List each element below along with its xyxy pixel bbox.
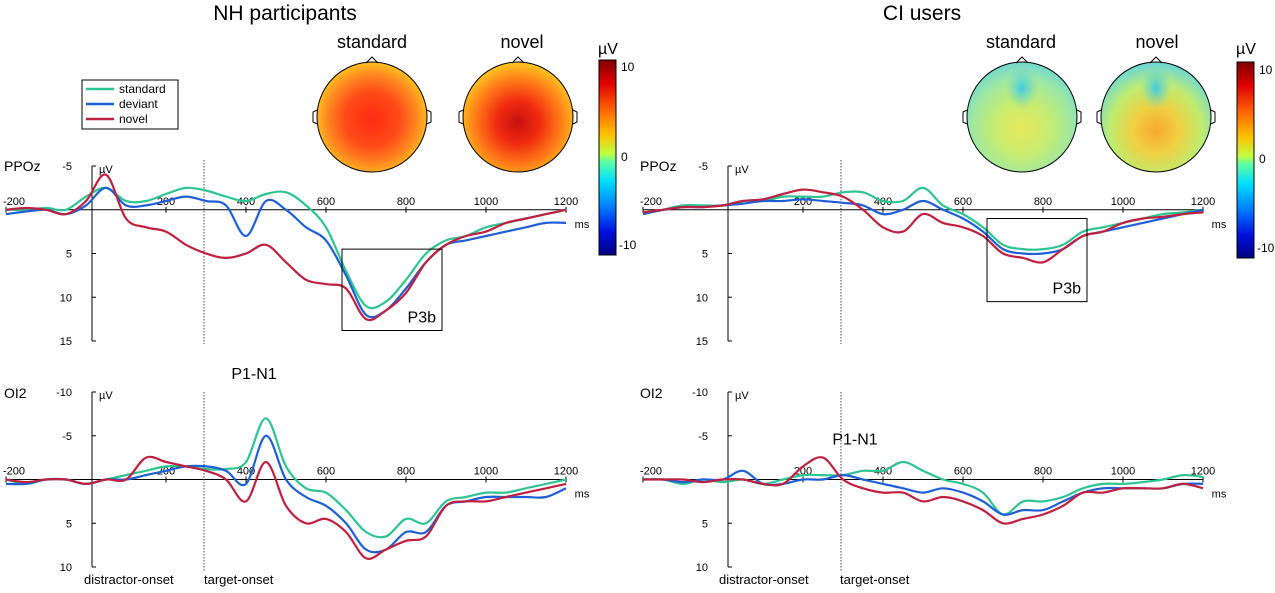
y-tick-label: 10 [696,292,708,304]
series-line-deviant [642,469,1204,516]
x-tick-label: -200 [640,466,662,478]
component-label: P3b [408,310,437,327]
y-tick-label: -5 [62,161,72,173]
plot-nh-oi2: OI2-200 200 400 600 800 1000 1200ms-10-5510µVP… [3,366,590,574]
series-line-deviant [5,186,567,319]
component-label: P3b [1053,281,1082,298]
channel-label: PPOz [640,158,677,174]
topo-title-ci-novel: novel [1135,32,1178,52]
y-tick-label: -5 [698,431,708,443]
topo-title-nh-standard: standard [337,32,407,52]
x-tick-label: 600 [954,196,972,208]
colorbar-nh: µV 10 0 -10 [598,41,637,256]
component-box [341,248,443,331]
channel-label: OI2 [640,385,663,401]
y-tick-label: -10 [692,387,708,399]
colorbar-tick-ci-mid: 0 [1259,152,1266,166]
y-tick-label: -5 [698,161,708,173]
colorbar-tick-nh-mid: 0 [621,150,628,164]
x-unit-label: ms [575,489,590,501]
y-tick-label: 5 [702,518,708,530]
colorbar-unit-nh: µV [598,41,618,58]
y-tick-label: 10 [60,562,72,574]
series-line-novel [642,456,1204,525]
distractor-onset-label-nh: distractor-onset [84,572,174,587]
colorbar-tick-ci-bot: -10 [1257,241,1275,255]
series-line-novel [5,173,567,322]
distractor-onset-label-ci: distractor-onset [719,572,809,587]
target-onset-label-nh: target-onset [204,572,274,587]
x-tick-label: 800 [1034,196,1052,208]
legend-label-novel: novel [119,112,148,126]
y-tick-label: -10 [56,387,72,399]
series-line-novel [642,188,1204,264]
y-tick-label: 10 [60,292,72,304]
colorbar-bar-ci [1236,61,1255,259]
component-label: P1-N1 [832,432,877,449]
y-tick-label: 5 [66,249,72,261]
topo-title-nh-novel: novel [500,32,543,52]
x-tick-label: -200 [640,196,662,208]
colorbar-tick-ci-top: 10 [1259,63,1273,77]
y-tick-label: 5 [702,249,708,261]
colorbar-unit-ci: µV [1236,41,1256,58]
channel-label: OI2 [4,385,27,401]
y-tick-label: 15 [60,336,72,348]
topomap-nh-novel [458,56,578,173]
x-tick-label: 1000 [474,466,498,478]
topomap-nh-standard [312,56,432,173]
x-tick-label: 600 [954,466,972,478]
topomap-ci-standard [962,56,1082,173]
y-tick-label: 5 [66,518,72,530]
legend-label-deviant: deviant [119,97,158,111]
group-title-ci: CI users [883,2,961,25]
x-tick-label: 600 [317,196,335,208]
plot-ci-oi2: OI2-200 200 400 600 800 1000 1200ms-10-5510µVP… [640,385,1227,574]
topo-title-ci-standard: standard [986,32,1056,52]
group-title-nh: NH participants [213,2,357,25]
y-tick-label: 15 [696,336,708,348]
y-tick-label: -5 [62,431,72,443]
plot-nh-ppoz: PPOz-200 200 400 600 800 1000 1200ms-551015µVP… [3,158,590,348]
channel-label: PPOz [4,158,41,174]
legend: standard deviant novel [81,79,179,130]
y-unit-label: µV [99,390,113,402]
y-unit-label: µV [99,164,113,176]
plot-ci-ppoz: PPOz-200 200 400 600 800 1000 1200ms-551015µVP… [640,158,1227,348]
colorbar-bar-nh [598,59,617,256]
component-box [986,218,1088,303]
y-tick-label: 10 [696,562,708,574]
x-unit-label: ms [1212,219,1227,231]
component-label: P1-N1 [231,366,276,383]
x-tick-label: 800 [397,196,415,208]
colorbar-tick-nh-top: 10 [621,60,635,74]
x-tick-label: 800 [1034,466,1052,478]
x-tick-label: 1200 [554,196,578,208]
legend-label-standard: standard [119,82,166,96]
y-unit-label: µV [735,390,749,402]
x-tick-label: 1200 [1191,466,1215,478]
x-tick-label: 1000 [1111,196,1135,208]
x-tick-label: -200 [3,466,25,478]
x-tick-label: 1000 [474,196,498,208]
y-unit-label: µV [735,164,749,176]
colorbar-ci: µV 10 0 -10 [1236,41,1275,259]
x-tick-label: 1000 [1111,466,1135,478]
x-unit-label: ms [1212,489,1227,501]
x-tick-label: 1200 [554,466,578,478]
x-unit-label: ms [575,219,590,231]
x-tick-label: 800 [397,466,415,478]
topomap-ci-novel [1096,56,1216,173]
target-onset-label-ci: target-onset [840,572,910,587]
x-tick-label: 600 [317,466,335,478]
x-tick-label: 1200 [1191,196,1215,208]
series-line-novel [5,455,567,560]
x-tick-label: -200 [3,196,25,208]
colorbar-tick-nh-bot: -10 [619,238,637,252]
